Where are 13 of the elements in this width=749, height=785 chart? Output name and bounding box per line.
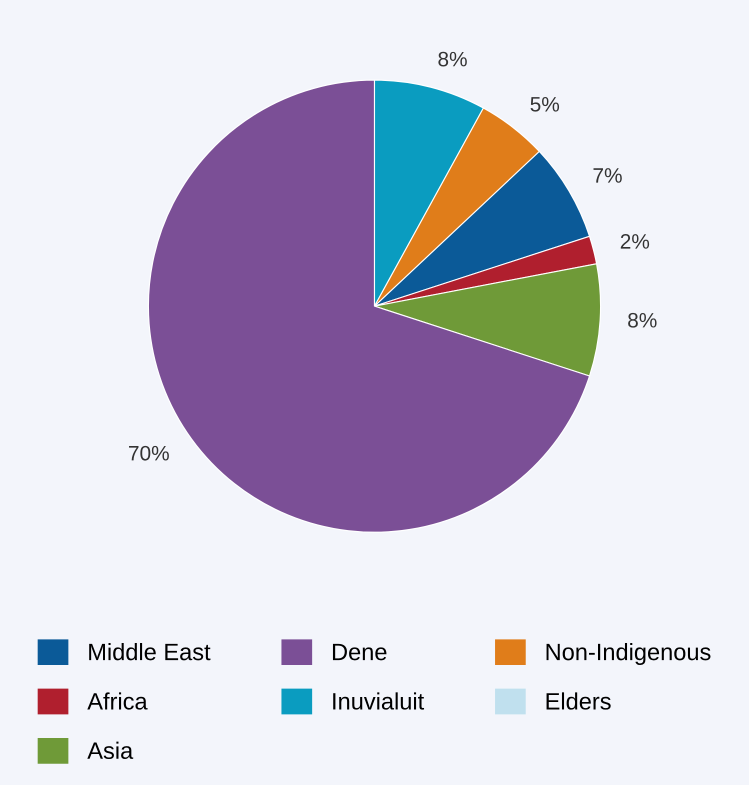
legend-label: Elders bbox=[546, 692, 611, 710]
legend-label: Non-Indigenous bbox=[546, 642, 710, 665]
data-label: 2% bbox=[620, 234, 650, 249]
data-label: 70% bbox=[129, 446, 169, 461]
legend-label: Middle East bbox=[89, 642, 210, 660]
legend-label: Asia bbox=[87, 742, 134, 760]
data-label: 7% bbox=[594, 168, 622, 183]
data-label: 5% bbox=[530, 97, 560, 112]
data-label: 8% bbox=[628, 312, 657, 328]
legend-label: Africa bbox=[87, 692, 148, 710]
data-label: 8% bbox=[438, 52, 467, 66]
legend-label: Inuvialuit bbox=[333, 692, 424, 710]
legend-label: Dene bbox=[332, 644, 386, 660]
